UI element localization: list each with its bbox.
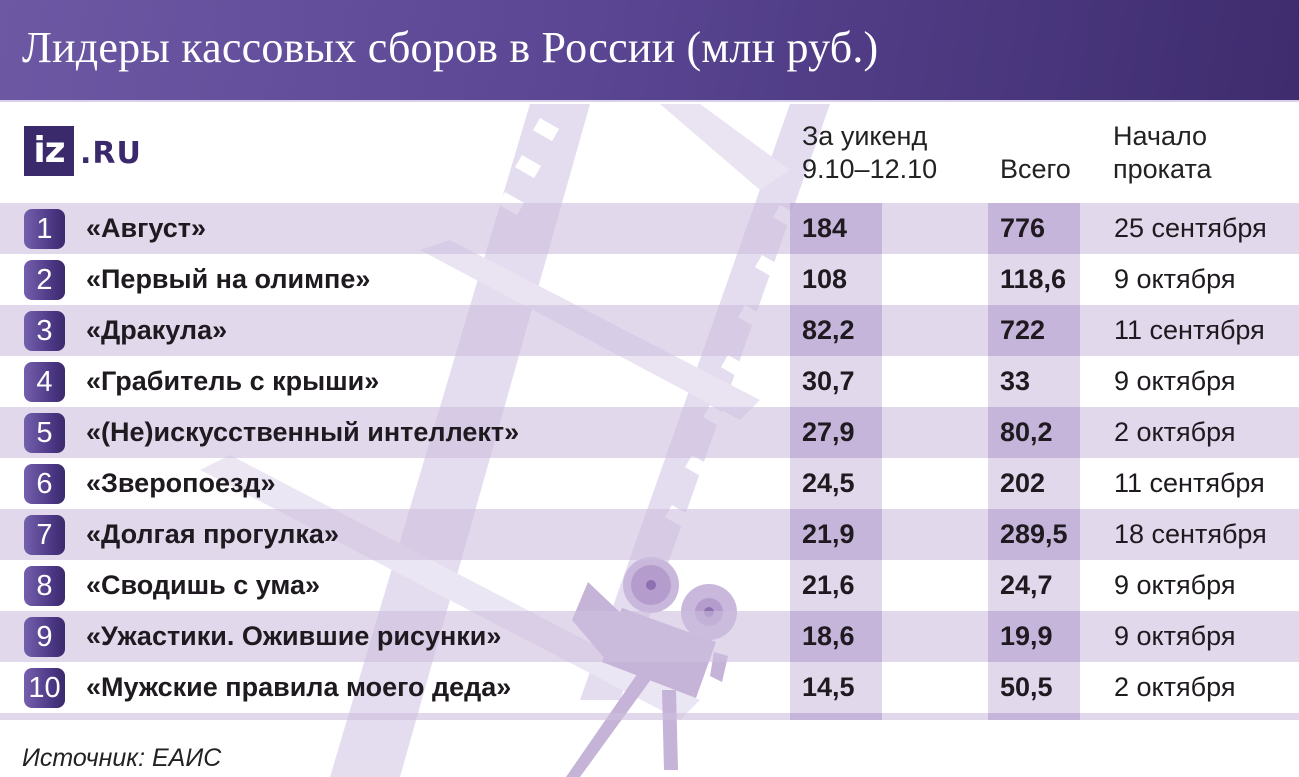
rank-badge: 2 — [24, 260, 65, 300]
weekend-gross: 18,6 — [802, 621, 855, 651]
column-header-weekend: За уикенд 9.10–12.10 — [802, 120, 937, 186]
release-date: 25 сентября — [1114, 213, 1267, 243]
weekend-gross: 27,9 — [802, 417, 855, 447]
column-header-total: Всего — [1000, 153, 1071, 186]
total-gross: 80,2 — [1000, 417, 1053, 447]
film-title: «Дракула» — [86, 315, 228, 345]
logo-suffix: .RU — [80, 136, 142, 171]
rank-badge: 9 — [24, 617, 65, 657]
release-date: 2 октября — [1114, 417, 1236, 447]
rank-badge: 5 — [24, 413, 65, 453]
rank-badge: 7 — [24, 515, 65, 555]
film-title: «(Не)искусственный интеллект» — [86, 417, 520, 447]
table-row: 9 «Ужастики. Ожившие рисунки» 18,6 19,9 … — [0, 611, 1299, 662]
total-gross: 118,6 — [1000, 264, 1067, 294]
rank-badge: 1 — [24, 209, 65, 249]
source-note: Источник: ЕАИС — [22, 744, 222, 772]
total-gross: 50,5 — [1000, 672, 1053, 702]
table-row: 1 «Август» 184 776 25 сентября — [0, 203, 1299, 254]
rank-badge: 3 — [24, 311, 65, 351]
film-title: «Грабитель с крыши» — [86, 366, 380, 396]
release-date: 9 октября — [1114, 570, 1236, 600]
total-gross: 24,7 — [1000, 570, 1053, 600]
table-row: 6 «Зверопоезд» 24,5 202 11 сентября — [0, 458, 1299, 509]
weekend-gross: 30,7 — [802, 366, 855, 396]
release-date: 11 сентября — [1114, 468, 1265, 498]
total-gross: 19,9 — [1000, 621, 1053, 651]
rank-badge: 6 — [24, 464, 65, 504]
release-label-1: Начало — [1113, 121, 1208, 151]
total-gross: 289,5 — [1000, 519, 1068, 549]
release-date: 18 сентября — [1114, 519, 1267, 549]
logo-box: iz — [24, 126, 74, 176]
weekend-gross: 82,2 — [802, 315, 855, 345]
total-gross: 722 — [1000, 315, 1046, 345]
film-title: «Мужские правила моего деда» — [86, 672, 512, 702]
release-date: 9 октября — [1114, 264, 1236, 294]
header-band: Лидеры кассовых сборов в России (млн руб… — [0, 0, 1299, 102]
table-bottom-border — [0, 713, 1299, 720]
total-gross: 202 — [1000, 468, 1046, 498]
table-row: 3 «Дракула» 82,2 722 11 сентября — [0, 305, 1299, 356]
table-row: 2 «Первый на олимпе» 108 118,6 9 октября — [0, 254, 1299, 305]
film-title: «Август» — [86, 213, 206, 243]
rank-badge: 4 — [24, 362, 65, 402]
release-date: 11 сентября — [1114, 315, 1265, 345]
film-title: «Долгая прогулка» — [86, 519, 339, 549]
weekend-gross: 24,5 — [802, 468, 855, 498]
film-title: «Сводишь с ума» — [86, 570, 321, 600]
weekend-gross: 14,5 — [802, 672, 855, 702]
release-date: 9 октября — [1114, 366, 1236, 396]
table-row: 10 «Мужские правила моего деда» 14,5 50,… — [0, 662, 1299, 713]
weekend-gross: 21,6 — [802, 570, 855, 600]
film-title: «Зверопоезд» — [86, 468, 276, 498]
film-title: «Первый на олимпе» — [86, 264, 371, 294]
film-title: «Ужастики. Ожившие рисунки» — [86, 621, 502, 651]
rank-badge: 10 — [24, 668, 65, 708]
table-row: 8 «Сводишь с ума» 21,6 24,7 9 октября — [0, 560, 1299, 611]
box-office-table: 1 «Август» 184 776 25 сентября 2 «Первый… — [0, 203, 1299, 713]
table-row: 5 «(Не)искусственный интеллект» 27,9 80,… — [0, 407, 1299, 458]
table-row: 7 «Долгая прогулка» 21,9 289,5 18 сентяб… — [0, 509, 1299, 560]
release-label-2: проката — [1113, 154, 1212, 184]
table-row: 4 «Грабитель с крыши» 30,7 33 9 октября — [0, 356, 1299, 407]
total-gross: 33 — [1000, 366, 1031, 396]
release-date: 9 октября — [1114, 621, 1236, 651]
column-header-release: Начало проката — [1113, 120, 1212, 186]
weekend-gross: 184 — [802, 213, 848, 243]
weekend-gross: 21,9 — [802, 519, 855, 549]
weekend-label: За уикенд — [802, 121, 928, 151]
rank-badge: 8 — [24, 566, 65, 606]
iz-ru-logo[interactable]: iz .RU — [24, 126, 142, 176]
page-title: Лидеры кассовых сборов в России (млн руб… — [22, 23, 879, 72]
total-label: Всего — [1000, 154, 1071, 184]
weekend-gross: 108 — [802, 264, 848, 294]
weekend-dates: 9.10–12.10 — [802, 154, 938, 184]
total-gross: 776 — [1000, 213, 1046, 243]
release-date: 2 октября — [1114, 672, 1236, 702]
